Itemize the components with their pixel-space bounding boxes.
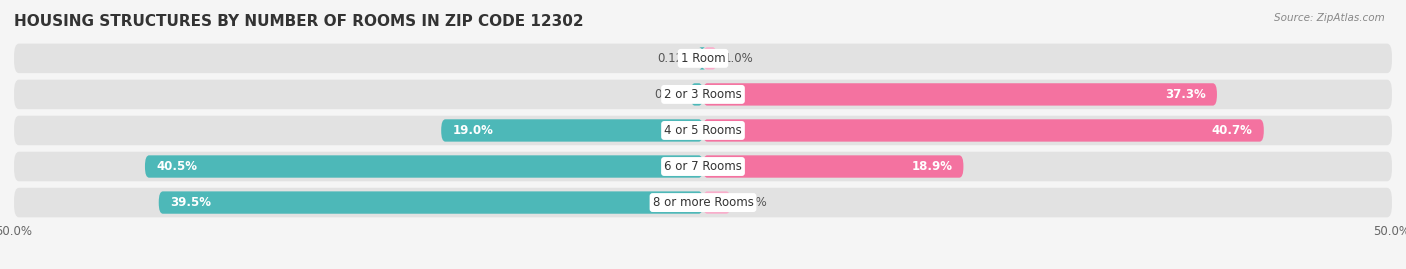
Text: 0.12%: 0.12% <box>657 52 695 65</box>
Text: 2 or 3 Rooms: 2 or 3 Rooms <box>664 88 742 101</box>
Text: 40.5%: 40.5% <box>156 160 197 173</box>
Text: 0.9%: 0.9% <box>654 88 683 101</box>
FancyBboxPatch shape <box>703 47 717 70</box>
Text: 37.3%: 37.3% <box>1166 88 1206 101</box>
Text: 18.9%: 18.9% <box>911 160 952 173</box>
FancyBboxPatch shape <box>699 47 706 70</box>
Text: 6 or 7 Rooms: 6 or 7 Rooms <box>664 160 742 173</box>
FancyBboxPatch shape <box>14 116 1392 145</box>
FancyBboxPatch shape <box>14 152 1392 181</box>
Text: 2.0%: 2.0% <box>738 196 768 209</box>
Text: 19.0%: 19.0% <box>453 124 494 137</box>
FancyBboxPatch shape <box>14 80 1392 109</box>
Text: 1 Room: 1 Room <box>681 52 725 65</box>
Text: 1.0%: 1.0% <box>724 52 754 65</box>
FancyBboxPatch shape <box>703 155 963 178</box>
FancyBboxPatch shape <box>690 83 703 106</box>
FancyBboxPatch shape <box>703 119 1264 142</box>
Text: HOUSING STRUCTURES BY NUMBER OF ROOMS IN ZIP CODE 12302: HOUSING STRUCTURES BY NUMBER OF ROOMS IN… <box>14 15 583 30</box>
Text: Source: ZipAtlas.com: Source: ZipAtlas.com <box>1274 13 1385 23</box>
FancyBboxPatch shape <box>159 191 703 214</box>
FancyBboxPatch shape <box>441 119 703 142</box>
FancyBboxPatch shape <box>145 155 703 178</box>
Legend: Owner-occupied, Renter-occupied: Owner-occupied, Renter-occupied <box>575 268 831 269</box>
Text: 8 or more Rooms: 8 or more Rooms <box>652 196 754 209</box>
FancyBboxPatch shape <box>14 44 1392 73</box>
FancyBboxPatch shape <box>703 191 731 214</box>
Text: 4 or 5 Rooms: 4 or 5 Rooms <box>664 124 742 137</box>
FancyBboxPatch shape <box>703 83 1218 106</box>
FancyBboxPatch shape <box>14 188 1392 217</box>
Text: 39.5%: 39.5% <box>170 196 211 209</box>
Text: 40.7%: 40.7% <box>1212 124 1253 137</box>
